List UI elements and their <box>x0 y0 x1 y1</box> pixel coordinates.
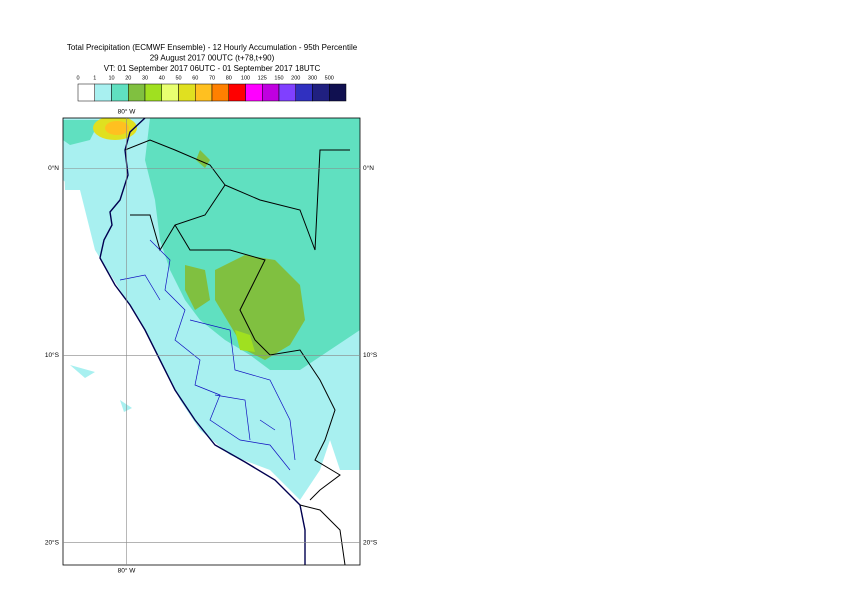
legend-box <box>211 83 229 102</box>
precip-30-40 <box>235 330 255 352</box>
legend-box <box>178 83 196 102</box>
legend: 0 1 10 20 30 40 50 60 70 80 100 125 150 200 300 500 <box>76 75 347 102</box>
legend-label: 70 <box>209 75 215 81</box>
border <box>124 139 226 252</box>
legend-box <box>77 83 95 102</box>
y-tick-label: 20°S <box>45 538 60 546</box>
legend-box <box>144 83 162 102</box>
legend-label: 20 <box>125 75 131 81</box>
map <box>63 118 360 565</box>
legend-box <box>245 83 263 102</box>
y-tick-label: 0°N <box>363 164 374 172</box>
legend-box <box>295 83 313 102</box>
legend-label: 30 <box>142 75 148 81</box>
precip-10-20 <box>63 120 100 145</box>
region-borders <box>119 239 296 471</box>
border <box>299 504 346 565</box>
coastline <box>99 118 306 565</box>
legend-label: 10 <box>108 75 114 81</box>
precip-ocean <box>63 135 110 190</box>
legend-box <box>278 83 296 102</box>
y-tick-label: 0°N <box>48 164 59 172</box>
y-tick-label: 10°S <box>363 351 378 359</box>
chart-subtitle: 29 August 2017 00UTC (t+78,t+90) <box>150 54 275 63</box>
graticule: 80° W 80° W 0°N 0°N 10°S 10°S 20°S 20°S <box>45 108 378 575</box>
x-tick-label: 80° W <box>118 108 137 116</box>
legend-label: 500 <box>325 75 334 81</box>
precip-60-70 <box>105 121 129 135</box>
legend-box <box>262 83 280 102</box>
y-tick-label: 10°S <box>45 351 60 359</box>
legend-box <box>312 83 330 102</box>
legend-label: 1 <box>93 75 96 81</box>
legend-box <box>161 83 179 102</box>
legend-box <box>329 83 347 102</box>
legend-box <box>228 83 246 102</box>
legend-label: 200 <box>291 75 300 81</box>
border <box>224 149 350 251</box>
legend-label: 150 <box>274 75 283 81</box>
legend-label: 60 <box>192 75 198 81</box>
precip-20-30 <box>185 150 210 310</box>
legend-label: 80 <box>226 75 232 81</box>
legend-box <box>195 83 213 102</box>
legend-box <box>111 83 129 102</box>
legend-label: 40 <box>159 75 165 81</box>
precip-spot <box>70 365 132 412</box>
legend-label: 125 <box>258 75 267 81</box>
frame <box>62 117 361 566</box>
valid-time: VT: 01 September 2017 06UTC - 01 Septemb… <box>104 64 321 73</box>
legend-label: 50 <box>175 75 181 81</box>
border <box>174 224 341 501</box>
legend-label: 100 <box>241 75 250 81</box>
legend-label: 300 <box>308 75 317 81</box>
legend-box <box>94 83 112 102</box>
chart-title: Total Precipitation (ECMWF Ensemble) - 1… <box>67 43 358 52</box>
legend-label: 0 <box>76 75 79 81</box>
legend-box <box>128 83 146 102</box>
x-tick-label: 80° W <box>118 567 137 575</box>
y-tick-label: 20°S <box>363 538 378 546</box>
